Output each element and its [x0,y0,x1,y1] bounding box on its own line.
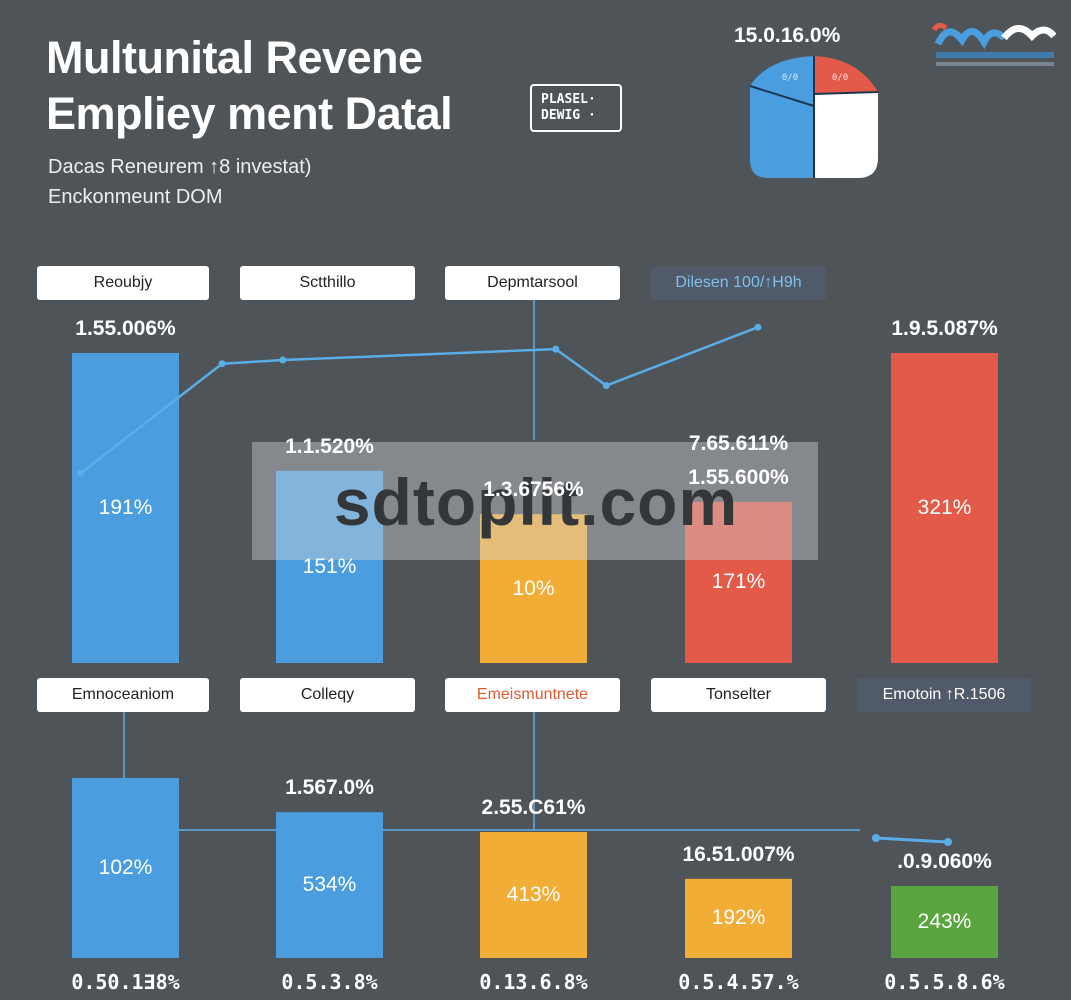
bar-value-label: 1.55.600% [688,465,789,489]
bar-inner-label: 191% [98,496,153,519]
bar-value-label: 1.3.6756% [483,478,584,502]
bar-2-3 [480,832,587,958]
trend-point [872,834,880,842]
trend-point-3 [279,356,287,364]
bar-inner-label: 243% [917,910,972,933]
x-tick-label: 0.13.6.8% [479,970,588,994]
bar-inner-label: 151% [302,554,357,578]
x-tick-label: 0.5.5.8.6% [884,970,1005,994]
bar-inner-label: 192% [711,906,766,930]
bar-value-label: .0.9.060% [897,850,992,873]
chart-title-line-1: Multunital Revene [46,32,423,83]
pie-divider [813,91,879,95]
trend-point-1 [77,469,85,477]
category-label: Reoubjy [37,266,209,300]
bar-value-label: 1.567.0% [285,776,374,800]
bar-2-2 [276,812,383,958]
tag-box-line-1: PLASEL· [541,92,596,107]
category-label: Emnoceaniom [37,678,209,712]
category-label: Colleqy [240,678,415,712]
x-tick-label: 0.5.3.8% [281,970,378,994]
bar-1-5 [891,353,998,663]
bar-value-label: 2.55.C61% [481,796,586,819]
tag-box-line-2: DEWIG · [541,108,596,123]
bar-inner-label: 413% [506,883,561,906]
bar-1-2 [276,470,383,663]
bar-2-1 [72,778,179,958]
chart-subtitle: Dacas Reneurem ↑8 investat) Enckonmeunt … [48,152,311,212]
category-label: Dilesen 100/↑H9h [651,266,826,300]
pie-slice-red [814,56,878,94]
pie-divider [749,85,815,107]
bar-inner-label: 321% [917,496,972,519]
bar-2-5 [891,886,998,958]
pie-slice-label: 0/0 [782,73,798,83]
watermark-text: sdtoplit.com [333,465,739,539]
bar-inner-label: 10% [512,576,555,600]
trend-segment [875,836,949,844]
pie-slice-label: 0/0 [832,73,848,83]
trend-point [944,838,952,846]
brand-logo [932,22,1056,66]
trend-point-2 [218,360,226,368]
pie-chart: 0/0 0/0 [749,56,879,178]
bar-value-label: 1.1.520% [285,434,374,458]
bar-inner-label: 171% [711,570,766,594]
bar-value-label: 16.51.007% [682,842,795,866]
pie-value-label: 15.0.16.0% [734,24,841,47]
pie-slice-white [814,92,878,178]
trend-point-5 [602,382,610,390]
x-tick-label: 0.5.4.57.% [678,970,799,994]
tag-box: PLASEL· DEWIG · [530,84,622,132]
bar-value-label: 1.55.006% [75,317,176,340]
category-label: Emotoin ↑R.1506 [857,678,1031,712]
trend-line [79,326,759,475]
x-tick-label: 0.50.1∃8% [71,970,180,994]
chart-title-line-2: Empliey ment Datal [46,88,453,139]
category-label: Tonselter [651,678,826,712]
bar-inner-label: 534% [302,873,357,897]
category-label: Depmtarsool [445,266,620,300]
chart-title: Multunital Revene Empliey ment Datal [46,30,453,142]
pie-slice-blue [750,56,814,178]
bar-1-3 [480,514,587,663]
bar-1-1 [72,353,179,663]
subtitle-line-1: Dacas Reneurem ↑8 investat) [48,156,312,178]
subtitle-line-2: Enckonmeunt DOM [48,186,223,208]
bar-1-4 [685,501,792,663]
bar-extra-label: 7.65.611% [688,431,789,455]
category-label: Emeismuntnete [445,678,620,712]
category-label: Sctthillo [240,266,415,300]
trend-point-4 [552,345,560,353]
bar-2-4 [685,878,792,958]
bar-inner-label: 102% [98,856,153,879]
bar-value-label: 1.9.5.087% [891,317,998,340]
watermark-band [252,442,818,560]
trend-point-6 [754,323,762,331]
